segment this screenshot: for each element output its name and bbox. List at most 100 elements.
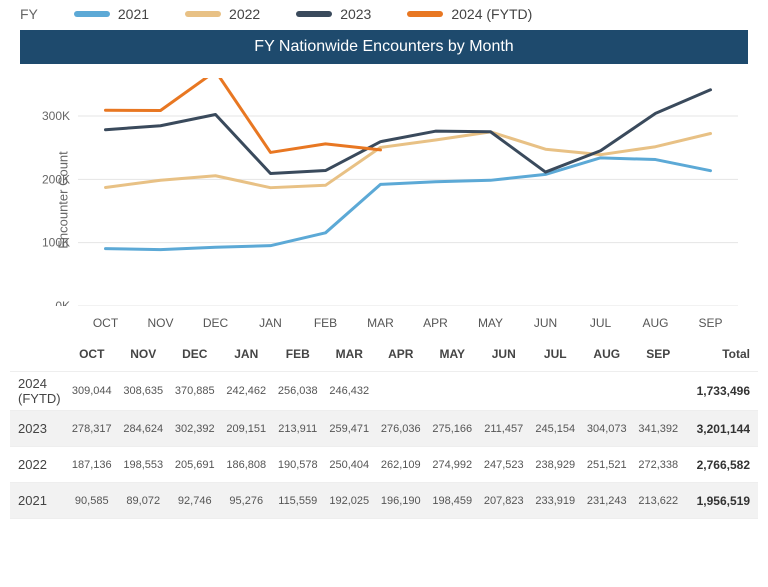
cell: 278,317 [66, 419, 118, 439]
legend-swatch-2022 [185, 11, 221, 17]
svg-text:300K: 300K [42, 109, 70, 123]
row-label: 2024 (FYTD) [10, 372, 66, 410]
cell: 95,276 [221, 491, 273, 511]
cell: 284,624 [118, 419, 170, 439]
cell: 238,929 [530, 455, 582, 475]
legend-swatch-2024 [407, 11, 443, 17]
legend-label-2024: 2024 (FYTD) [451, 6, 532, 22]
chart-plot [78, 78, 738, 306]
cell: 190,578 [272, 455, 324, 475]
cell: 198,459 [427, 491, 479, 511]
cell: 250,404 [324, 455, 376, 475]
row-total: 1,733,496 [684, 384, 758, 398]
cell: 247,523 [478, 455, 530, 475]
legend-item-2022: 2022 [185, 6, 260, 22]
cell [478, 381, 530, 401]
cell: 89,072 [118, 491, 170, 511]
cell: 259,471 [324, 419, 376, 439]
row-label: 2021 [10, 489, 66, 512]
cell: 209,151 [221, 419, 273, 439]
cell: 251,521 [581, 455, 633, 475]
x-tick: JUN [518, 316, 573, 330]
col-header: AUG [581, 343, 633, 365]
x-tick: JAN [243, 316, 298, 330]
cell: 196,190 [375, 491, 427, 511]
table-corner [10, 350, 66, 358]
table-row: 2022187,136198,553205,691186,808190,5782… [10, 447, 758, 483]
cell: 276,036 [375, 419, 427, 439]
col-header: FEB [272, 343, 324, 365]
cell: 245,154 [530, 419, 582, 439]
cell: 90,585 [66, 491, 118, 511]
cell: 211,457 [478, 419, 530, 439]
table-row: 202190,58589,07292,74695,276115,559192,0… [10, 483, 758, 519]
series-2024 (FYTD) [106, 78, 381, 152]
cell: 275,166 [427, 419, 479, 439]
cell [427, 381, 479, 401]
cell: 192,025 [324, 491, 376, 511]
col-header: APR [375, 343, 427, 365]
cell: 115,559 [272, 491, 324, 511]
cell: 213,622 [633, 491, 685, 511]
cell: 242,462 [221, 381, 273, 401]
x-tick: SEP [683, 316, 738, 330]
table-row: 2023278,317284,624302,392209,151213,9112… [10, 411, 758, 447]
cell: 256,038 [272, 381, 324, 401]
cell [375, 381, 427, 401]
cell: 186,808 [221, 455, 273, 475]
cell: 233,919 [530, 491, 582, 511]
row-total: 3,201,144 [684, 422, 758, 436]
row-label: 2023 [10, 417, 66, 440]
series-2021 [106, 158, 711, 250]
col-header: MAR [324, 343, 376, 365]
cell: 92,746 [169, 491, 221, 511]
data-table: OCTNOVDECJANFEBMARAPRMAYJUNJULAUGSEP Tot… [10, 336, 758, 519]
x-axis: OCTNOVDECJANFEBMARAPRMAYJUNJULAUGSEP [78, 316, 738, 330]
legend-bar: FY 2021 2022 2023 2024 (FYTD) [0, 0, 768, 30]
legend-swatch-2023 [296, 11, 332, 17]
svg-text:0K: 0K [55, 299, 70, 306]
total-header: Total [684, 347, 758, 361]
cell: 231,243 [581, 491, 633, 511]
col-header: JUL [530, 343, 582, 365]
legend-prefix: FY [20, 6, 38, 22]
cell: 370,885 [169, 381, 221, 401]
cell: 272,338 [633, 455, 685, 475]
series-2023 [106, 90, 711, 174]
x-tick: JUL [573, 316, 628, 330]
x-tick: AUG [628, 316, 683, 330]
legend-item-2023: 2023 [296, 6, 371, 22]
cell [633, 381, 685, 401]
y-ticks: 0K 100K 200K 300K [20, 78, 74, 306]
col-header: OCT [66, 343, 118, 365]
x-tick: MAY [463, 316, 518, 330]
col-header: SEP [633, 343, 685, 365]
row-total: 2,766,582 [684, 458, 758, 472]
cell: 187,136 [66, 455, 118, 475]
x-tick: FEB [298, 316, 353, 330]
legend-label-2022: 2022 [229, 6, 260, 22]
cell: 246,432 [324, 381, 376, 401]
cell: 308,635 [118, 381, 170, 401]
cell: 274,992 [427, 455, 479, 475]
cell: 262,109 [375, 455, 427, 475]
col-header: MAY [427, 343, 479, 365]
svg-text:200K: 200K [42, 172, 70, 186]
x-tick: NOV [133, 316, 188, 330]
col-header: JUN [478, 343, 530, 365]
legend-label-2021: 2021 [118, 6, 149, 22]
x-tick: DEC [188, 316, 243, 330]
cell [530, 381, 582, 401]
legend-item-2024: 2024 (FYTD) [407, 6, 532, 22]
table-row: 2024 (FYTD)309,044308,635370,885242,4622… [10, 372, 758, 411]
cell: 213,911 [272, 419, 324, 439]
cell: 304,073 [581, 419, 633, 439]
x-tick: OCT [78, 316, 133, 330]
legend-label-2023: 2023 [340, 6, 371, 22]
row-total: 1,956,519 [684, 494, 758, 508]
cell: 302,392 [169, 419, 221, 439]
cell: 198,553 [118, 455, 170, 475]
line-chart: Encounter Count 0K100K200K300K OCTNOVDEC… [20, 70, 748, 330]
svg-text:100K: 100K [42, 236, 70, 250]
col-header: JAN [221, 343, 273, 365]
